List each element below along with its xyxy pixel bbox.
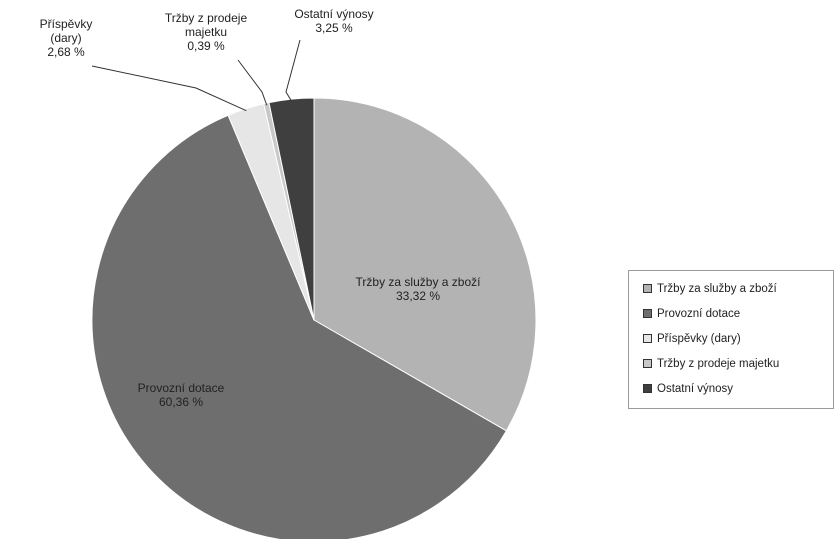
legend-swatch xyxy=(643,334,652,343)
pie-slice-ostatni-vynosy xyxy=(268,97,315,321)
legend-label: Tržby z prodeje majetku xyxy=(657,357,780,370)
legend-swatch xyxy=(643,309,652,318)
legend-item-provozni-dotace: Provozní dotace xyxy=(643,301,833,326)
pie-slice-provozni-dotace xyxy=(91,114,508,539)
leader-lines xyxy=(91,39,301,112)
leader-line-prispevky-dary xyxy=(91,65,247,112)
slice-label-trzby-z-prodeje-majetku: Tržby z prodeje majetku 0,39 % xyxy=(165,11,248,53)
legend-label: Provozní dotace xyxy=(657,307,741,320)
legend-item-trzby-z-prodeje-majetku: Tržby z prodeje majetku xyxy=(643,351,833,376)
pie-slice-trzby-za-sluzby-a-zbozi xyxy=(313,97,537,432)
slice-labels: Tržby za služby a zboží 33,32 % Provozní d… xyxy=(40,7,481,409)
legend-item-trzby-za-sluzby-a-zbozi: Tržby za služby a zboží xyxy=(643,276,833,301)
legend-swatch xyxy=(643,284,652,293)
legend-label: Tržby za služby a zboží xyxy=(657,282,777,295)
leader-line-ostatni-vynosy xyxy=(285,39,301,102)
legend: Tržby za služby a zboží Provozní dotace Př… xyxy=(628,270,834,409)
leader-line-trzby-z-prodeje-majetku xyxy=(237,59,268,106)
legend-item-ostatni-vynosy: Ostatní výnosy xyxy=(643,376,833,401)
legend-item-prispevky-dary: Příspěvky (dary) xyxy=(643,326,833,351)
slice-label-trzby-za-sluzby-a-zbozi: Tržby za služby a zboží 33,32 % xyxy=(356,275,482,303)
slice-label-prispevky-dary: Příspěvky (dary) 2,68 % xyxy=(40,17,93,59)
legend-swatch xyxy=(643,359,652,368)
pie-slices xyxy=(91,97,537,539)
slice-label-ostatni-vynosy: Ostatní výnosy 3,25 % xyxy=(294,7,373,35)
legend-label: Ostatní výnosy xyxy=(657,382,734,395)
slice-label-provozni-dotace: Provozní dotace 60,36 % xyxy=(138,381,225,409)
legend-label: Příspěvky (dary) xyxy=(657,332,741,345)
legend-swatch xyxy=(643,384,652,393)
